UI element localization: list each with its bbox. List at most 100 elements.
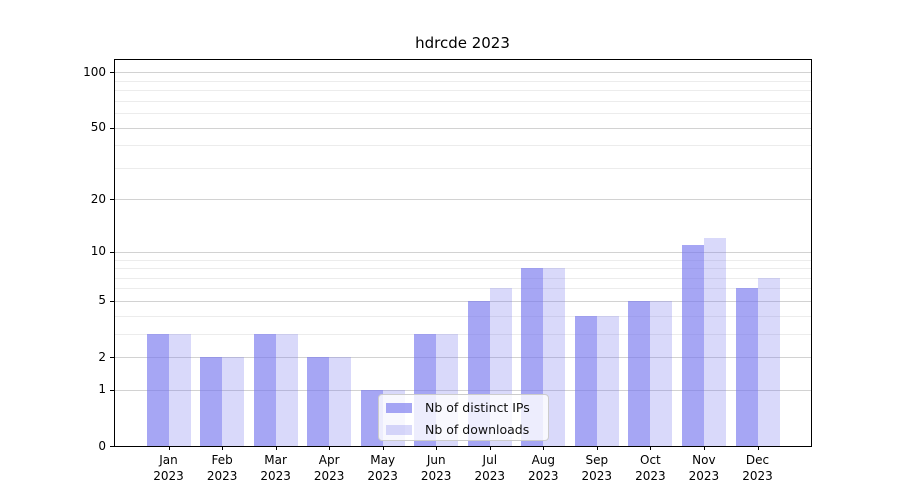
x-axis-label-month: Dec [745,453,770,467]
gridline-major [115,251,811,253]
x-axis-tick [222,446,224,450]
x-axis-label-year: 2023 [420,468,452,483]
x-axis-label: Aug 2023 [503,453,583,484]
x-axis-label: Dec 2023 [718,453,798,484]
x-axis-label: Jun 2023 [396,453,476,484]
bar-layer [115,60,811,446]
y-axis-tick [110,446,114,447]
x-axis-tick [757,446,759,450]
legend-label-distinct-ips: Nb of distinct IPs [425,400,530,415]
y-axis-label: 10 [90,244,106,259]
legend-item-distinct-ips: Nb of distinct IPs [386,398,548,417]
x-axis-label-year: 2023 [313,468,345,483]
x-axis-label-month: Apr [318,453,340,467]
y-axis-label: 20 [90,191,106,206]
x-axis-label: Feb 2023 [182,453,262,484]
x-axis-label: Mar 2023 [236,453,316,484]
x-axis-tick [543,446,545,450]
bar-ips-nov [681,244,704,446]
chart-title: hdrcde 2023 [415,34,510,52]
x-axis-label: Oct 2023 [610,453,690,484]
gridline-major [115,127,811,129]
x-axis-label-year: 2023 [688,468,720,483]
x-axis-tick [489,446,491,450]
y-axis-tick [110,72,114,74]
x-axis-label-month: May [370,453,396,467]
x-axis-label-year: 2023 [474,468,506,483]
x-axis-label: Nov 2023 [664,453,744,484]
x-axis-label-year: 2023 [153,468,184,483]
grid-layer [115,60,811,446]
y-axis-label: 5 [98,293,106,308]
x-axis-label-month: Mar [264,453,287,467]
x-axis-label: May 2023 [343,453,423,484]
bar-ips-may [360,389,383,446]
gridline-minor [115,80,811,82]
bar-downloads-mar [275,333,298,446]
bar-downloads-dec [757,277,780,446]
x-axis-label-year: 2023 [742,468,773,483]
x-axis-label-month: Jun [426,453,446,467]
gridline-minor [115,167,811,169]
x-axis-label: Sep 2023 [557,453,637,484]
bar-downloads-apr [329,357,352,446]
gridline-minor [115,100,811,102]
x-axis-tick [382,446,384,450]
gridline-minor [115,277,811,279]
x-axis-label-month: Nov [692,453,716,467]
x-axis-label-month: Feb [211,453,233,467]
x-axis-label-year: 2023 [528,468,559,483]
gridline-major [115,357,811,358]
x-axis-label: Jul 2023 [450,453,530,484]
gridline-minor [115,145,811,147]
x-axis-label-month: Aug [531,453,556,467]
x-axis-label-year: 2023 [635,468,666,483]
plot-area: Nb of distinct IPs Nb of downloads [114,59,812,447]
legend-swatch-distinct-ips [386,402,412,413]
x-axis-label-year: 2023 [206,468,238,483]
y-axis-tick [110,357,114,358]
y-axis-tick [110,389,114,391]
bar-ips-apr [307,357,330,446]
y-axis-label: 2 [98,349,106,364]
y-axis-tick [110,251,114,253]
bar-ips-mar [253,333,276,446]
bar-ips-dec [735,288,758,446]
x-axis-label: Jan 2023 [129,453,209,484]
y-axis-label: 50 [90,120,106,134]
gridline-major [115,199,811,201]
gridline-minor [115,90,811,91]
y-axis-label: 0 [98,438,106,453]
x-axis-label-year: 2023 [581,468,613,483]
gridline-minor [115,113,811,114]
gridline-minor [115,259,811,261]
x-axis-tick [596,446,598,450]
x-axis-label-year: 2023 [367,468,398,483]
y-axis-tick [110,199,114,201]
gridline-minor [115,288,811,290]
gridline-major [115,72,811,74]
x-axis-tick [329,446,331,450]
gridline-minor [115,333,811,335]
gridline-major [115,389,811,391]
y-axis-label: 1 [98,382,106,397]
bar-downloads-oct [650,300,673,446]
bar-ips-jan [146,333,169,446]
gridline-major [115,300,811,302]
y-axis-tick [110,127,114,129]
x-axis-label-month: Oct [640,453,661,467]
x-axis-tick [275,446,277,450]
x-axis-label-month: Jul [482,453,498,467]
bar-downloads-jan [168,333,191,446]
x-axis-label-month: Jan [159,453,178,467]
y-axis-label: 100 [83,64,106,79]
x-axis-tick [703,446,705,450]
gridline-minor [115,268,811,269]
x-axis-label: Apr 2023 [289,453,369,484]
legend-label-downloads: Nb of downloads [425,422,530,437]
legend-swatch-downloads [386,424,412,435]
y-axis-tick [110,300,114,302]
gridline-minor [115,315,811,317]
x-axis-label-year: 2023 [260,468,291,483]
